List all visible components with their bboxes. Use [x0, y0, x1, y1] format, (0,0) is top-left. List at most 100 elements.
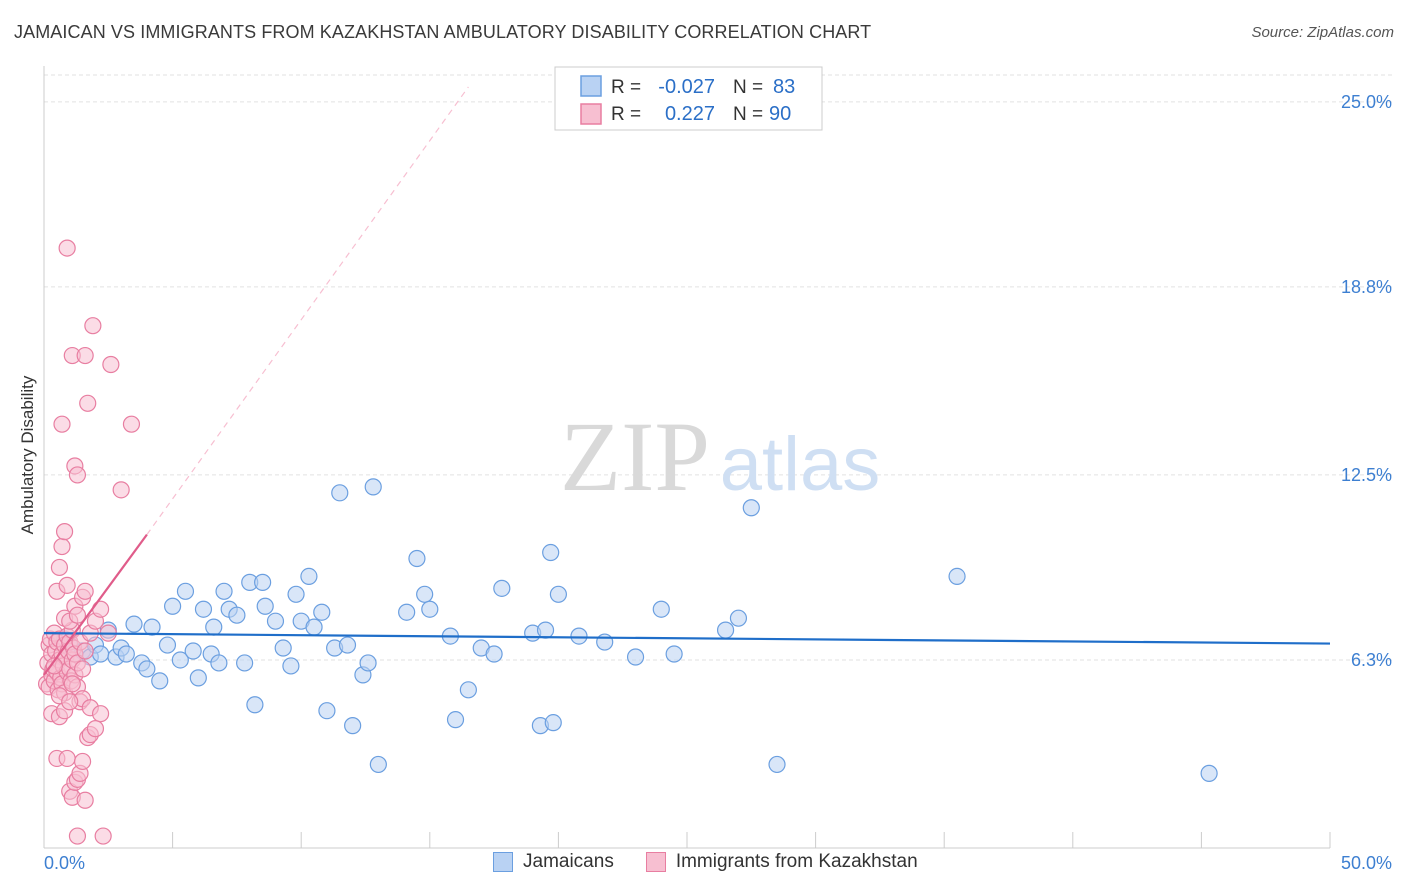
data-point: [274, 639, 292, 657]
data-point: [459, 681, 477, 699]
data-point: [256, 597, 274, 615]
data-point: [50, 558, 69, 577]
data-point: [112, 481, 130, 499]
axes: [43, 66, 1331, 849]
legend-item-kazakhstan: Immigrants from Kazakhstan: [645, 851, 918, 873]
data-point: [53, 415, 71, 433]
trend-line: [43, 533, 148, 676]
legend-r-jamaicans: -0.027: [658, 76, 715, 98]
series-kazakhstan: [37, 239, 141, 845]
trend-lines: [43, 86, 1331, 676]
data-point: [86, 720, 105, 738]
data-point: [398, 603, 416, 621]
data-point: [45, 657, 63, 675]
trend-line: [43, 632, 1331, 645]
legend-label-kazakhstan: Immigrants from Kazakhstan: [675, 851, 918, 872]
data-point: [63, 675, 81, 693]
svg-text:R =: R =: [611, 104, 641, 125]
data-point: [94, 827, 112, 845]
data-point: [318, 702, 336, 720]
data-point: [570, 627, 588, 645]
data-point: [313, 603, 331, 621]
data-point: [729, 609, 748, 627]
data-point: [948, 567, 966, 586]
data-point: [55, 523, 74, 541]
y-tick-label: 18.8%: [1341, 277, 1392, 297]
x-tick-label: 0.0%: [44, 853, 85, 873]
data-point: [58, 239, 76, 257]
data-point: [76, 642, 94, 660]
data-point: [171, 651, 189, 669]
data-point: [84, 317, 102, 335]
data-point: [282, 657, 300, 675]
data-point: [76, 346, 94, 365]
chart-title: JAMAICAN VS IMMIGRANTS FROM KAZAKHSTAN A…: [14, 22, 872, 42]
svg-text:R =: R =: [611, 77, 641, 98]
data-point: [254, 573, 272, 591]
legend-n-jamaicans: 83: [773, 76, 795, 98]
data-point: [344, 717, 362, 735]
data-point: [76, 791, 94, 809]
grid-lines: [44, 74, 1392, 661]
data-point: [228, 606, 246, 624]
legend-swatch-jamaicans: [580, 75, 602, 97]
data-point: [73, 660, 92, 678]
data-point: [652, 600, 670, 618]
data-point: [58, 749, 76, 768]
svg-text:N =: N =: [733, 77, 763, 98]
data-point: [421, 600, 439, 618]
data-point: [246, 696, 264, 714]
data-point: [61, 693, 79, 711]
data-point: [210, 654, 228, 672]
watermark-atlas: atlas: [720, 422, 881, 507]
legend-r-kazakhstan: 0.227: [665, 103, 715, 125]
data-point: [138, 660, 156, 678]
data-point: [58, 576, 76, 594]
series-legend: Jamaicans Immigrants from Kazakhstan: [493, 851, 940, 873]
data-point: [542, 543, 560, 562]
data-point: [485, 645, 503, 663]
legend-swatch: [493, 852, 513, 872]
stats-legend: R = -0.027 N = 83 R = 0.227 N = 90: [554, 66, 823, 131]
data-point: [158, 636, 177, 654]
data-point: [536, 621, 555, 639]
svg-text:N =: N =: [733, 104, 763, 125]
trend-line-extension: [146, 86, 469, 535]
data-point: [287, 585, 305, 603]
data-point: [184, 642, 202, 660]
data-point: [1200, 764, 1218, 782]
data-point: [300, 567, 318, 586]
data-point: [369, 755, 387, 774]
data-point: [91, 705, 110, 723]
x-tick-label: 50.0%: [1341, 853, 1392, 873]
y-tick-label: 12.5%: [1341, 465, 1392, 485]
data-point: [194, 600, 213, 618]
data-point: [189, 669, 207, 687]
legend-label-jamaicans: Jamaicans: [523, 851, 614, 872]
series-jamaicans: [55, 478, 1218, 782]
data-point: [544, 714, 562, 732]
legend-swatch: [645, 852, 666, 872]
data-point: [151, 672, 169, 690]
data-point: [665, 645, 683, 663]
data-point: [626, 648, 645, 666]
watermark-zip: ZIP: [560, 401, 710, 512]
data-point: [408, 549, 426, 568]
data-point: [331, 484, 349, 502]
y-tick-label: 25.0%: [1341, 92, 1392, 112]
data-point: [102, 355, 120, 374]
data-point: [236, 654, 254, 672]
y-tick-label: 6.3%: [1351, 650, 1392, 670]
data-point: [768, 755, 786, 774]
data-point: [68, 606, 87, 624]
data-point: [338, 636, 357, 654]
data-point: [68, 827, 87, 845]
data-point: [79, 394, 97, 412]
data-point: [305, 618, 323, 636]
legend-swatch-kazakhstan: [580, 103, 602, 125]
data-point: [122, 415, 141, 433]
data-point: [205, 618, 223, 636]
source-label: Source: ZipAtlas.com: [1251, 24, 1394, 41]
data-point: [125, 615, 143, 633]
